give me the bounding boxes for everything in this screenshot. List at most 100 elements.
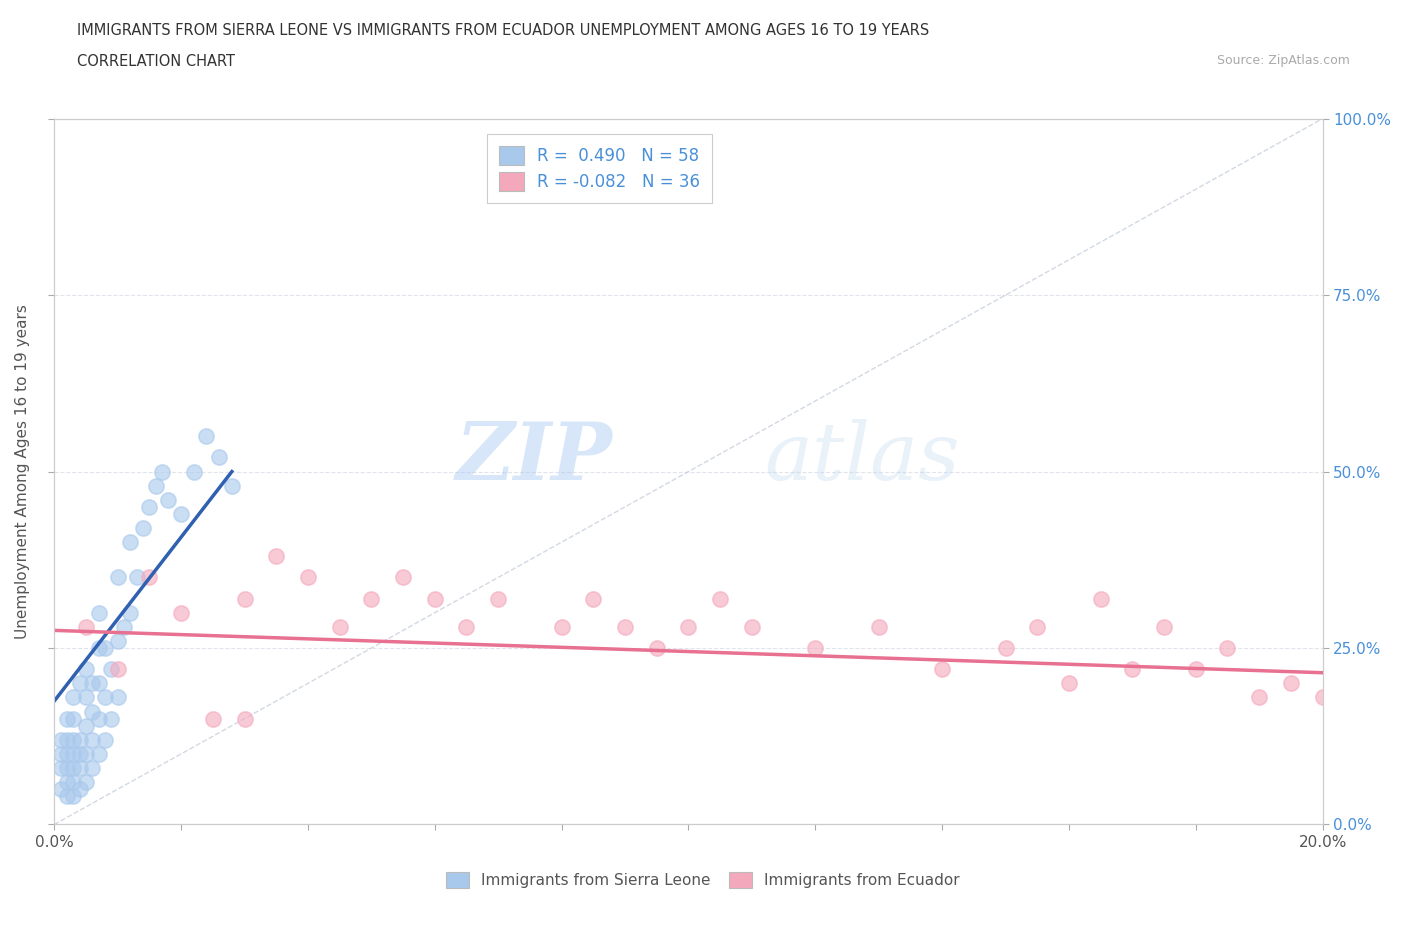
Point [56,711,79,726]
Point [614,619,637,634]
Point [931,662,953,677]
Point [56,761,79,776]
Point [62,761,84,776]
Point [112,619,135,634]
Point [1057,676,1080,691]
Point [741,619,763,634]
Point [87,641,110,656]
Point [56,747,79,762]
Point [100,711,122,726]
Point [157,492,180,507]
Point [360,591,382,606]
Point [1153,619,1175,634]
Point [75,662,97,677]
Text: ZIP: ZIP [456,418,613,497]
Point [125,570,148,585]
Point [486,591,509,606]
Point [107,662,129,677]
Point [62,747,84,762]
Point [804,641,827,656]
Point [107,690,129,705]
Point [423,591,446,606]
Point [56,789,79,804]
Text: IMMIGRANTS FROM SIERRA LEONE VS IMMIGRANTS FROM ECUADOR UNEMPLOYMENT AMONG AGES : IMMIGRANTS FROM SIERRA LEONE VS IMMIGRAN… [77,23,929,38]
Point [233,591,256,606]
Point [1312,690,1334,705]
Point [678,619,700,634]
Point [69,676,91,691]
Point [868,619,890,634]
Point [120,605,142,620]
Point [75,690,97,705]
Point [49,761,72,776]
Point [87,605,110,620]
Legend: R =  0.490   N = 58, R = -0.082   N = 36: R = 0.490 N = 58, R = -0.082 N = 36 [488,134,711,203]
Point [138,499,160,514]
Point [132,521,155,536]
Point [183,464,205,479]
Text: Source: ZipAtlas.com: Source: ZipAtlas.com [1216,54,1350,67]
Point [1121,662,1143,677]
Point [75,619,97,634]
Point [62,711,84,726]
Point [75,747,97,762]
Point [69,782,91,797]
Point [1216,641,1239,656]
Point [87,711,110,726]
Point [264,549,287,564]
Point [120,535,142,550]
Point [49,732,72,747]
Point [1249,690,1271,705]
Point [329,619,352,634]
Point [107,570,129,585]
Point [221,478,243,493]
Y-axis label: Unemployment Among Ages 16 to 19 years: Unemployment Among Ages 16 to 19 years [15,304,30,639]
Point [94,690,117,705]
Point [582,591,605,606]
Point [82,732,104,747]
Point [82,676,104,691]
Point [1090,591,1112,606]
Point [170,605,193,620]
Point [1184,662,1206,677]
Point [195,429,218,444]
Point [62,732,84,747]
Point [100,662,122,677]
Point [94,732,117,747]
Point [62,690,84,705]
Point [550,619,572,634]
Point [138,570,160,585]
Point [456,619,478,634]
Point [1026,619,1049,634]
Point [49,782,72,797]
Point [107,633,129,648]
Point [145,478,167,493]
Point [233,711,256,726]
Point [75,775,97,790]
Point [69,732,91,747]
Point [645,641,668,656]
Point [1279,676,1302,691]
Point [297,570,319,585]
Point [709,591,731,606]
Legend: Immigrants from Sierra Leone, Immigrants from Ecuador: Immigrants from Sierra Leone, Immigrants… [440,866,966,895]
Point [170,507,193,522]
Point [56,775,79,790]
Point [994,641,1017,656]
Point [56,732,79,747]
Text: CORRELATION CHART: CORRELATION CHART [77,54,235,69]
Point [62,775,84,790]
Point [62,789,84,804]
Point [201,711,224,726]
Point [208,450,231,465]
Point [150,464,173,479]
Point [87,747,110,762]
Point [69,747,91,762]
Point [94,641,117,656]
Point [392,570,415,585]
Point [87,676,110,691]
Point [82,704,104,719]
Point [69,761,91,776]
Point [75,718,97,733]
Point [49,747,72,762]
